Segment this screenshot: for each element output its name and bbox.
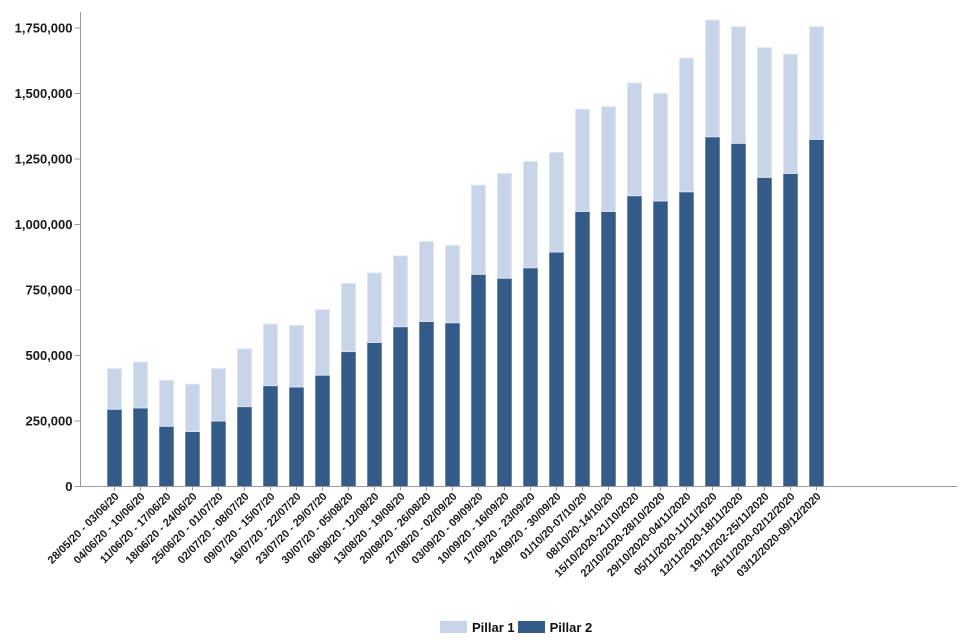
bar-segment-pillar2 [575,210,590,487]
bar-segment-pillar1 [419,241,434,322]
bar-segment-pillar1 [705,19,720,138]
bar-segment-pillar2 [471,273,486,487]
legend-label-pillar1: Pillar 1 [472,619,515,635]
bar-segment-pillar1 [809,26,824,140]
bar-segment-pillar2 [185,430,200,488]
bar-segment-pillar1 [159,379,174,427]
bar-segment-pillar2 [107,408,122,487]
bar-segment-pillar1 [497,172,512,279]
bar-segment-pillar2 [133,407,148,487]
bar-segment-pillar2 [263,385,278,488]
bar-segment-pillar2 [367,341,382,487]
y-axis-tick-label: 1,750,000 [15,21,73,36]
bar-segment-pillar1 [627,82,642,197]
bar-segment-pillar1 [263,323,278,387]
bar-segment-pillar2 [289,386,304,487]
bar-segment-pillar1 [549,151,564,253]
bar-segment-pillar2 [523,267,538,488]
bar-segment-pillar2 [549,251,564,487]
bar-segment-pillar2 [497,277,512,487]
bar-segment-pillar1 [757,47,772,178]
bar-segment-pillar1 [289,324,304,388]
y-axis-tick-label: 1,250,000 [15,152,73,167]
bar-segment-pillar2 [237,406,252,487]
bar-segment-pillar2 [601,210,616,487]
y-axis-tick-label: 1,000,000 [15,217,73,232]
bar-segment-pillar2 [159,425,174,487]
bar-segment-pillar2 [679,191,694,487]
bar-segment-pillar1 [133,361,148,409]
bar-segment-pillar2 [705,136,720,487]
bar-segment-pillar2 [627,195,642,487]
bar-segment-pillar2 [653,200,668,487]
bar-segment-pillar1 [731,26,746,144]
bar-segment-pillar2 [809,138,824,487]
bar-segment-pillar1 [315,309,330,376]
bar-segment-pillar1 [783,53,798,174]
bar-segment-pillar2 [211,420,226,487]
y-axis-tick-label: 250,000 [26,414,73,429]
bar-segment-pillar2 [419,320,434,487]
bar-segment-pillar2 [783,172,798,487]
bar-segment-pillar1 [601,106,616,212]
y-axis-tick-label: 500,000 [26,348,73,363]
legend-swatch-pillar1 [440,621,467,633]
bar-segment-pillar2 [731,142,746,487]
chart-legend: Pillar 1 Pillar 2 [440,618,595,636]
bar-segment-pillar1 [185,383,200,432]
bar-segment-pillar1 [211,368,226,422]
bar-segment-pillar1 [679,57,694,193]
bar-segment-pillar2 [315,374,330,487]
bar-segment-pillar1 [107,368,122,410]
bar-segment-pillar1 [445,244,460,324]
bar-segment-pillar1 [367,272,382,343]
bar-segment-pillar1 [523,161,538,269]
bar-segment-pillar2 [341,351,356,487]
bar-segment-pillar2 [393,326,408,487]
legend-swatch-pillar2 [517,621,545,633]
bar-segment-pillar1 [393,255,408,328]
y-axis-tick-label: 750,000 [26,283,73,298]
bar-segment-pillar1 [575,108,590,212]
bar-segment-pillar1 [341,282,356,353]
bar-segment-pillar2 [757,176,772,487]
bar-segment-pillar1 [471,184,486,275]
y-axis-tick-label: 0 [65,479,72,494]
y-axis-tick-label: 1,500,000 [15,86,73,101]
legend-label-pillar2: Pillar 2 [549,619,593,635]
bar-segment-pillar1 [653,93,668,202]
bar-segment-pillar2 [445,322,460,487]
bar-segment-pillar1 [237,348,252,408]
